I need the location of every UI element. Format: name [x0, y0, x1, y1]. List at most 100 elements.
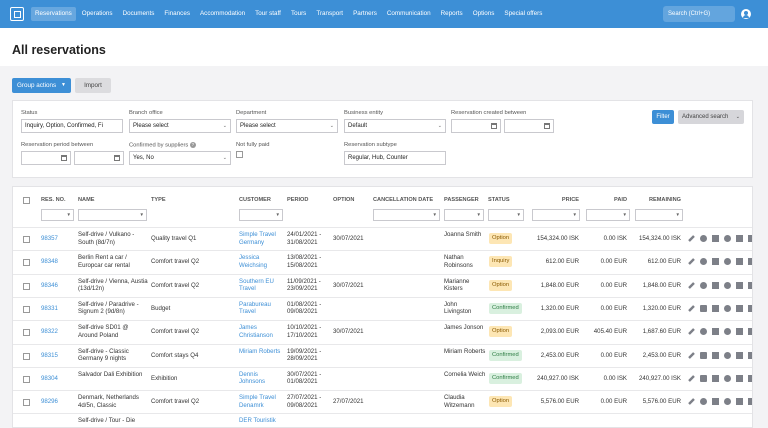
- customer-filter-select[interactable]: ▼: [239, 209, 283, 221]
- name-filter-select[interactable]: ▼: [78, 209, 147, 221]
- nav-item-reservations[interactable]: Reservations: [31, 7, 76, 21]
- reservation-subtype-select[interactable]: Regular, Hub, Counter: [344, 151, 446, 165]
- res-no-link[interactable]: 98315: [41, 351, 58, 359]
- save-icon[interactable]: [712, 258, 719, 266]
- department-select[interactable]: Please select ⌄: [236, 119, 338, 133]
- copy-icon[interactable]: [748, 281, 752, 289]
- copy-icon[interactable]: [748, 304, 752, 312]
- table-row[interactable]: 98348 Berlin Rent a car / Europcar car re…: [13, 250, 752, 273]
- import-button[interactable]: Import: [75, 78, 111, 93]
- nav-item-operations[interactable]: Operations: [81, 10, 113, 17]
- customer-link[interactable]: Simple Travel Germany: [239, 231, 276, 246]
- customer-link[interactable]: Miriam Roberts: [239, 347, 281, 355]
- save-icon[interactable]: [712, 351, 719, 359]
- customer-link[interactable]: Parabureau Travel: [239, 300, 271, 316]
- delete-icon[interactable]: [736, 351, 743, 359]
- table-row[interactable]: 98296 Denmark, Netherlands 4d/5n, Classic…: [13, 390, 752, 413]
- nav-item-reports[interactable]: Reports: [440, 10, 463, 17]
- paid-filter-select[interactable]: ▼: [586, 209, 630, 221]
- row-checkbox[interactable]: [23, 282, 30, 290]
- col-header-period[interactable]: PERIOD: [287, 197, 309, 203]
- lock-icon[interactable]: [700, 374, 707, 382]
- table-row[interactable]: 98322 Self-drive SD01 @ Around Poland Comf…: [13, 320, 752, 343]
- app-logo-icon[interactable]: [10, 7, 24, 21]
- save-icon[interactable]: [712, 398, 719, 406]
- check-circle-icon[interactable]: [700, 398, 707, 406]
- delete-icon[interactable]: [736, 398, 743, 406]
- cancel-icon[interactable]: [724, 351, 731, 359]
- cancel-icon[interactable]: [724, 304, 731, 312]
- col-header-paid[interactable]: PAID: [614, 197, 627, 203]
- customer-link[interactable]: Simple Travel Denamrk: [239, 394, 276, 409]
- customer-link[interactable]: DER Touristik: [239, 417, 276, 425]
- col-header-customer[interactable]: CUSTOMER: [239, 197, 271, 203]
- filter-button[interactable]: Filter: [652, 110, 674, 124]
- save-icon[interactable]: [712, 235, 719, 242]
- confirmed-by-suppliers-select[interactable]: Yes, No ⌄: [129, 151, 231, 165]
- res-no-link[interactable]: 98357: [41, 235, 58, 242]
- advanced-search-button[interactable]: Advanced search ⌄: [678, 110, 744, 124]
- table-row[interactable]: 98346 Self-drive / Vienna, Austia (13d/12…: [13, 273, 752, 297]
- nav-item-tours[interactable]: Tours: [290, 10, 307, 17]
- row-checkbox[interactable]: [23, 329, 30, 337]
- copy-icon[interactable]: [748, 235, 752, 242]
- nav-item-accommodation[interactable]: Accommodation: [199, 10, 246, 17]
- nav-item-communication[interactable]: Communication: [386, 10, 431, 17]
- res-no-link[interactable]: 98304: [41, 374, 58, 382]
- delete-icon[interactable]: [736, 258, 743, 266]
- created-to-date-input[interactable]: [504, 119, 554, 133]
- col-header-passenger[interactable]: PASSENGER: [444, 197, 479, 203]
- cancel-icon[interactable]: [724, 328, 731, 336]
- nav-item-documents[interactable]: Documents: [122, 10, 155, 17]
- status-filter-select[interactable]: ▼: [488, 209, 524, 221]
- lock-icon[interactable]: [700, 304, 707, 312]
- customer-link[interactable]: James Christianson: [239, 324, 273, 339]
- check-circle-icon[interactable]: [700, 258, 707, 266]
- check-circle-icon[interactable]: [700, 235, 707, 242]
- res-no-link[interactable]: 98348: [41, 258, 58, 266]
- delete-icon[interactable]: [736, 235, 743, 242]
- status-filter-select[interactable]: Inquiry, Option, Confirmed, Fi: [21, 119, 123, 133]
- not-fully-paid-checkbox[interactable]: [236, 151, 243, 158]
- group-actions-button[interactable]: Group actions ▼: [12, 78, 71, 93]
- edit-icon[interactable]: [688, 305, 695, 312]
- delete-icon[interactable]: [736, 328, 743, 336]
- customer-link[interactable]: Dennis Johnsons: [239, 370, 266, 386]
- remaining-filter-select[interactable]: ▼: [635, 209, 683, 221]
- customer-link[interactable]: Jessica Weichsing: [239, 254, 267, 269]
- nav-item-special-offers[interactable]: Special offers: [504, 10, 543, 17]
- global-search-input[interactable]: Search (Ctrl+G): [663, 6, 735, 22]
- cancel-icon[interactable]: [724, 235, 731, 242]
- edit-icon[interactable]: [688, 398, 695, 405]
- table-row[interactable]: Self-drive / Tour - Die DER Touristik: [13, 413, 752, 427]
- passenger-filter-select[interactable]: ▼: [444, 209, 484, 221]
- edit-icon[interactable]: [688, 351, 695, 359]
- copy-icon[interactable]: [748, 398, 752, 406]
- copy-icon[interactable]: [748, 374, 752, 382]
- col-header-res-no[interactable]: RES. NO.: [41, 197, 66, 203]
- col-header-price[interactable]: PRICE: [561, 197, 579, 203]
- edit-icon[interactable]: [688, 258, 695, 266]
- res-no-link[interactable]: 98331: [41, 304, 58, 312]
- nav-item-transport[interactable]: Transport: [316, 10, 344, 17]
- price-filter-select[interactable]: ▼: [532, 209, 580, 221]
- copy-icon[interactable]: [748, 351, 752, 359]
- col-header-cancellation-date[interactable]: CANCELLATION DATE: [373, 197, 434, 203]
- save-icon[interactable]: [712, 304, 719, 312]
- period-from-date-input[interactable]: [21, 151, 71, 165]
- customer-link[interactable]: Southern EU Travel: [239, 277, 274, 293]
- edit-icon[interactable]: [688, 235, 695, 242]
- check-circle-icon[interactable]: [700, 328, 707, 336]
- table-row[interactable]: 98304 Salvador Dali Exhibition Exhibition D…: [13, 366, 752, 390]
- delete-icon[interactable]: [736, 281, 743, 289]
- col-header-status[interactable]: STATUS: [488, 197, 510, 203]
- lock-icon[interactable]: [700, 351, 707, 359]
- row-checkbox[interactable]: [23, 399, 30, 407]
- col-header-remaining[interactable]: REMAINING: [648, 197, 681, 203]
- nav-item-options[interactable]: Options: [472, 10, 495, 17]
- res-no-link[interactable]: 98322: [41, 328, 58, 336]
- save-icon[interactable]: [712, 328, 719, 336]
- save-icon[interactable]: [712, 281, 719, 289]
- res-no-filter-select[interactable]: ▼: [41, 209, 74, 221]
- save-icon[interactable]: [712, 374, 719, 382]
